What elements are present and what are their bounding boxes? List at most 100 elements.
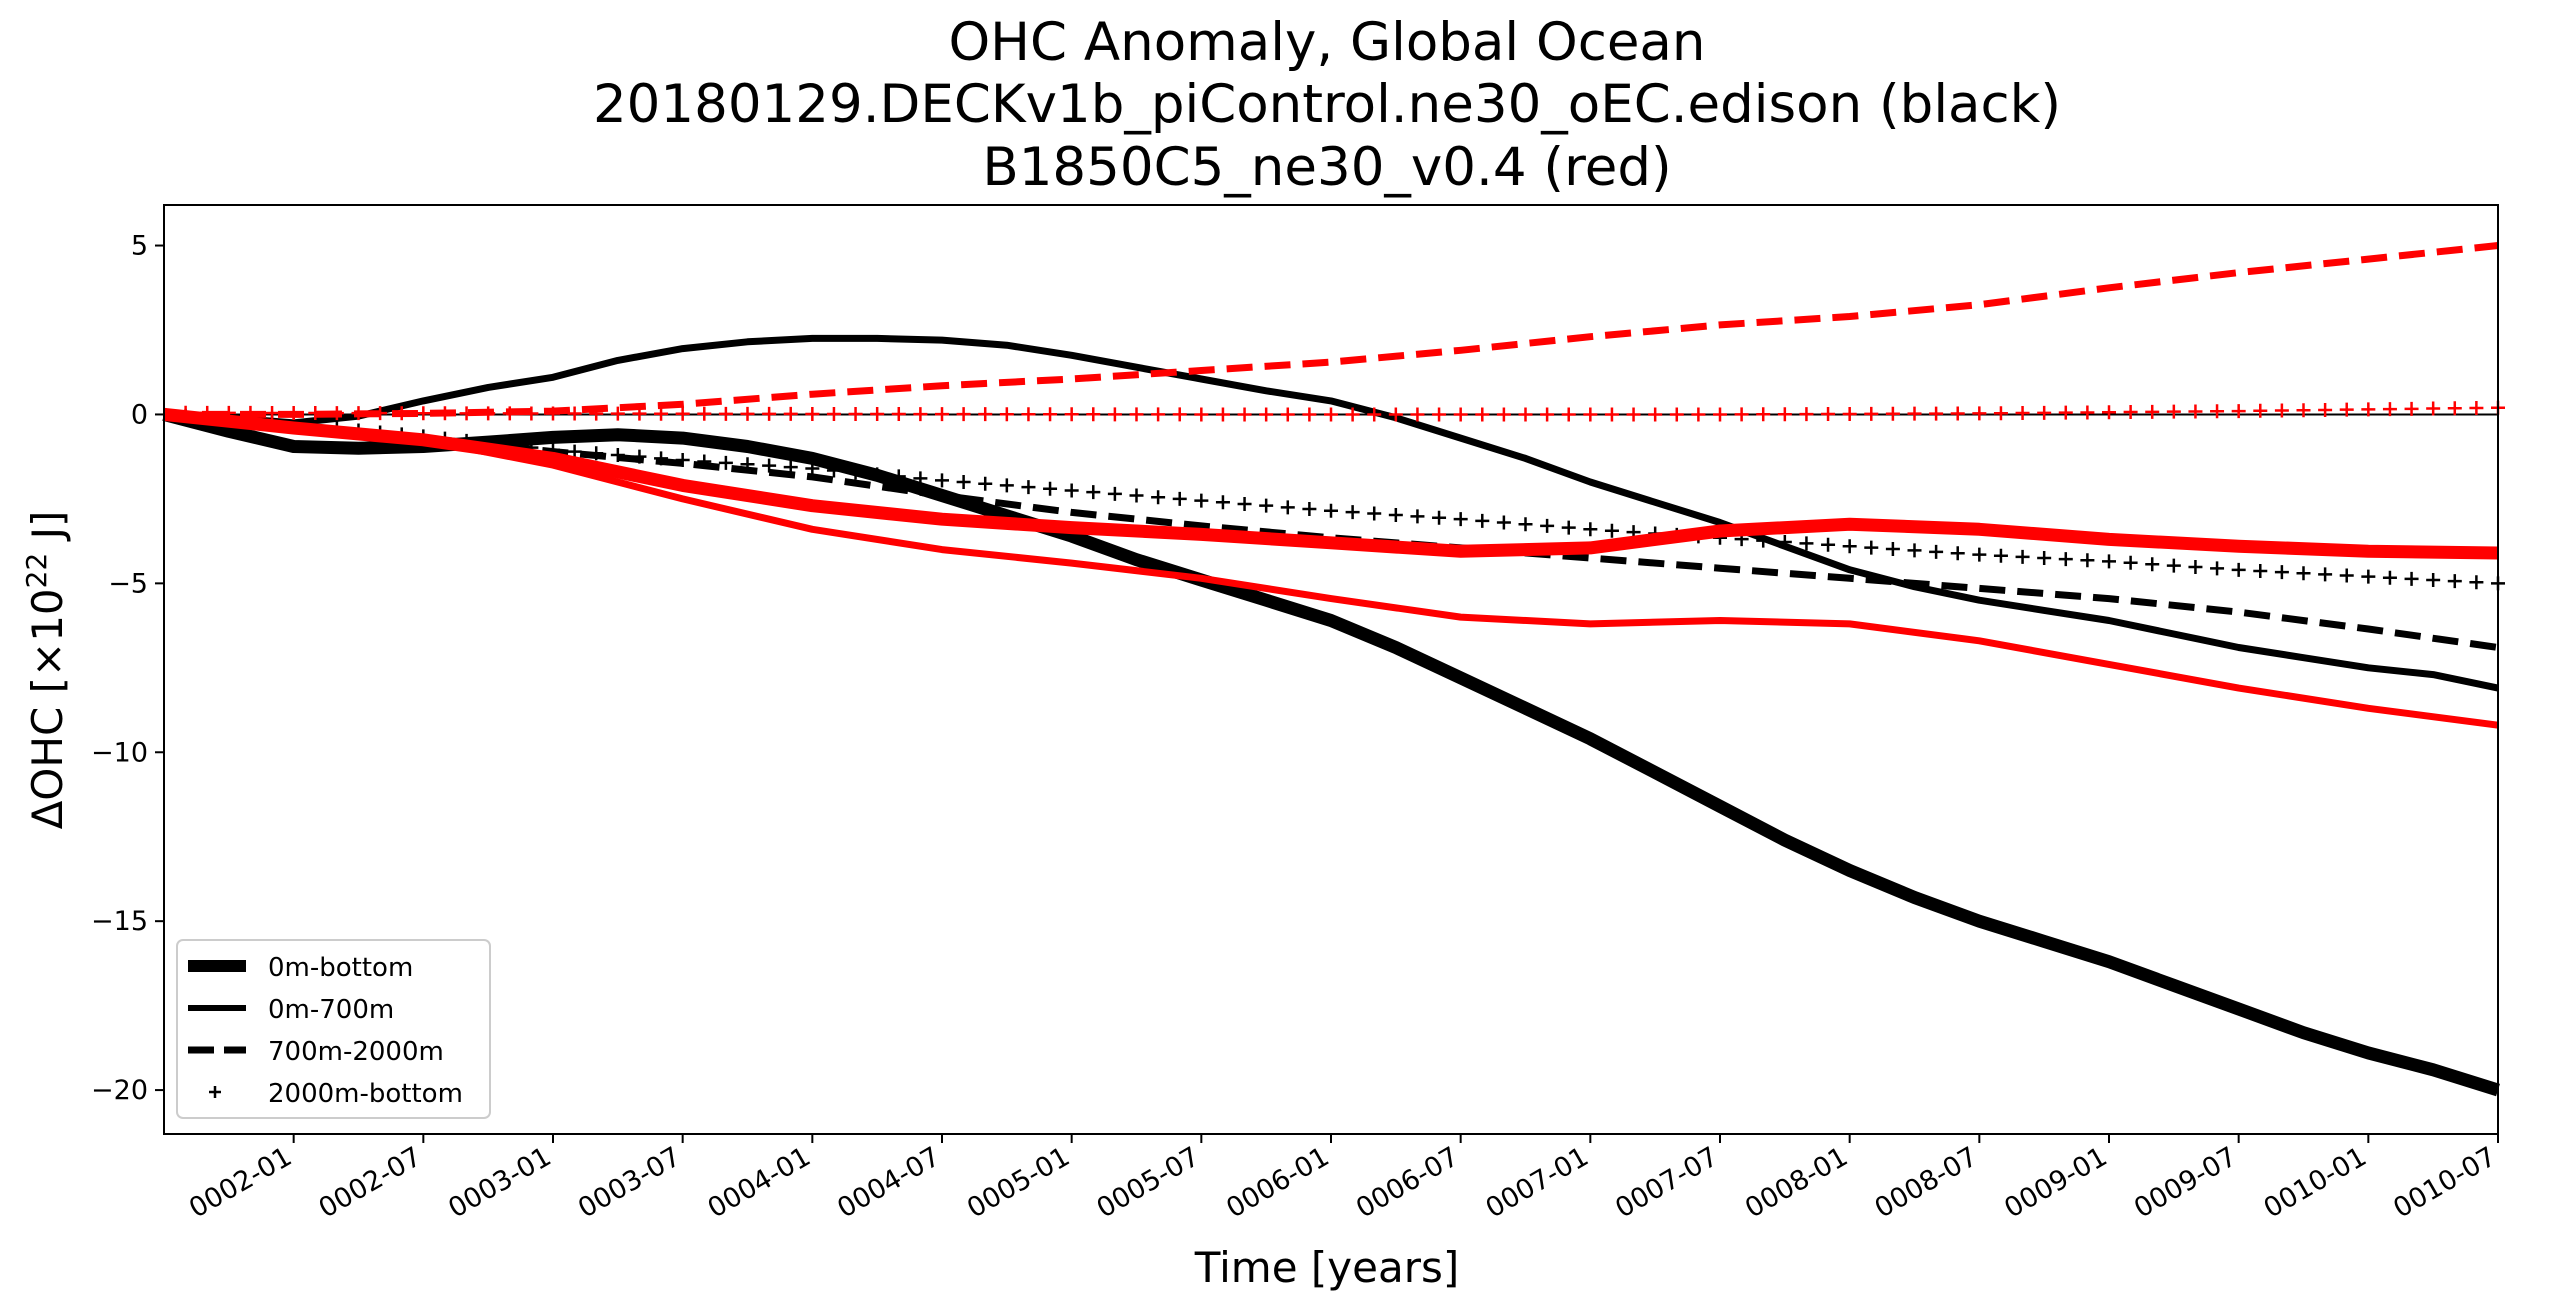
plus-marker (1496, 515, 1511, 530)
plus-marker (1864, 540, 1879, 555)
plus-marker (1302, 407, 1317, 422)
plus-marker (740, 457, 755, 472)
y-tick-label: 5 (131, 231, 148, 262)
plus-marker (1993, 548, 2008, 563)
plus-marker (891, 407, 906, 422)
series-layer (162, 242, 2505, 1097)
plus-marker (2296, 566, 2311, 581)
y-axis-label-exponent: 22 (20, 553, 53, 589)
plus-marker (2339, 402, 2354, 417)
plus-marker (2404, 571, 2419, 586)
plus-marker (935, 407, 949, 422)
plus-marker (1172, 407, 1187, 422)
plus-marker (870, 407, 885, 422)
plus-marker (1215, 495, 1230, 510)
plus-marker (783, 406, 798, 421)
plus-marker (654, 451, 669, 466)
plus-marker (1324, 503, 1338, 518)
plus-marker (956, 475, 971, 490)
plus-marker (524, 406, 539, 421)
legend-box (176, 939, 491, 1119)
title-line-1: OHC Anomaly, Global Ocean (948, 12, 1705, 73)
plus-marker (1496, 407, 1511, 422)
plus-marker (1021, 407, 1036, 422)
plus-marker (848, 465, 863, 480)
series-line-solid-black (163, 334, 2499, 692)
plus-marker (1280, 500, 1295, 515)
plus-marker (1518, 517, 1533, 532)
plus-marker (1950, 546, 1965, 561)
plus-marker (1043, 407, 1058, 422)
plus-marker (2058, 405, 2073, 420)
plus-marker (200, 405, 215, 420)
plus-marker (2188, 560, 2203, 575)
series-2000m-bottom-red (178, 400, 2505, 422)
plus-marker (1885, 542, 1900, 557)
plus-marker (2210, 404, 2225, 419)
plus-marker (1064, 483, 1079, 498)
plus-marker (1907, 543, 1922, 558)
plus-marker (1302, 502, 1317, 517)
plus-marker (2037, 405, 2052, 420)
plus-marker (243, 405, 258, 420)
plus-marker (1453, 407, 1468, 422)
plus-marker (1280, 407, 1295, 422)
plus-marker (1540, 407, 1555, 422)
plus-marker (1345, 407, 1360, 422)
plus-marker (2296, 403, 2311, 418)
plus-marker (1518, 407, 1533, 422)
plus-marker (1561, 407, 1576, 422)
plus-marker (978, 476, 993, 491)
plus-marker (286, 406, 301, 421)
legend-label-2000m-bottom: 2000m-bottom (268, 1079, 463, 1109)
plus-marker (1194, 493, 1209, 508)
plus-marker (1367, 407, 1382, 422)
plus-marker (546, 406, 560, 421)
plus-marker (2058, 552, 2073, 567)
plus-marker (308, 406, 323, 421)
plus-marker (740, 406, 755, 421)
plus-marker (1475, 513, 1490, 528)
plus-marker (1756, 533, 1771, 548)
legend: 0m-bottom 0m-700m 700m-2000m 2000m-botto… (176, 939, 491, 1119)
plus-marker (2382, 402, 2397, 417)
plus-marker (2274, 403, 2289, 418)
series-line-thick-solid-red (163, 407, 2499, 560)
plus-marker (1540, 518, 1555, 533)
plus-marker (1194, 407, 1209, 422)
plus-marker (416, 406, 431, 421)
plus-marker (1129, 488, 1144, 503)
chart-title: OHC Anomaly, Global Ocean 20180129.DECKv… (593, 12, 2061, 198)
plus-marker (1799, 407, 1814, 422)
plus-marker (2339, 568, 2354, 583)
plus-marker (2447, 574, 2462, 589)
plus-marker (783, 460, 798, 475)
plus-marker (1086, 407, 1101, 422)
plus-marker (935, 473, 949, 488)
plus-marker (589, 446, 604, 461)
plus-marker (1388, 407, 1403, 422)
plus-marker (1151, 490, 1166, 505)
plus-marker (1324, 407, 1338, 422)
plus-marker (459, 406, 474, 421)
plus-marker (1172, 491, 1187, 506)
plus-marker (1734, 407, 1749, 422)
plus-marker (2145, 557, 2160, 572)
plus-marker (2015, 549, 2030, 564)
plus-marker (1648, 407, 1663, 422)
plus-marker (1842, 539, 1857, 554)
series-line-solid-red (163, 410, 2499, 729)
plus-marker (437, 406, 452, 421)
plus-marker (1777, 407, 1792, 422)
plus-marker (2166, 404, 2181, 419)
y-tick-label: −20 (91, 1075, 148, 1106)
plus-marker (1669, 407, 1684, 422)
plus-marker (1259, 407, 1274, 422)
plus-marker (1604, 523, 1619, 538)
plus-marker (632, 406, 647, 421)
plus-marker (2469, 575, 2484, 590)
plus-marker (1777, 534, 1792, 549)
plus-marker (1410, 407, 1425, 422)
plus-marker (221, 405, 236, 420)
plus-marker (1107, 407, 1122, 422)
